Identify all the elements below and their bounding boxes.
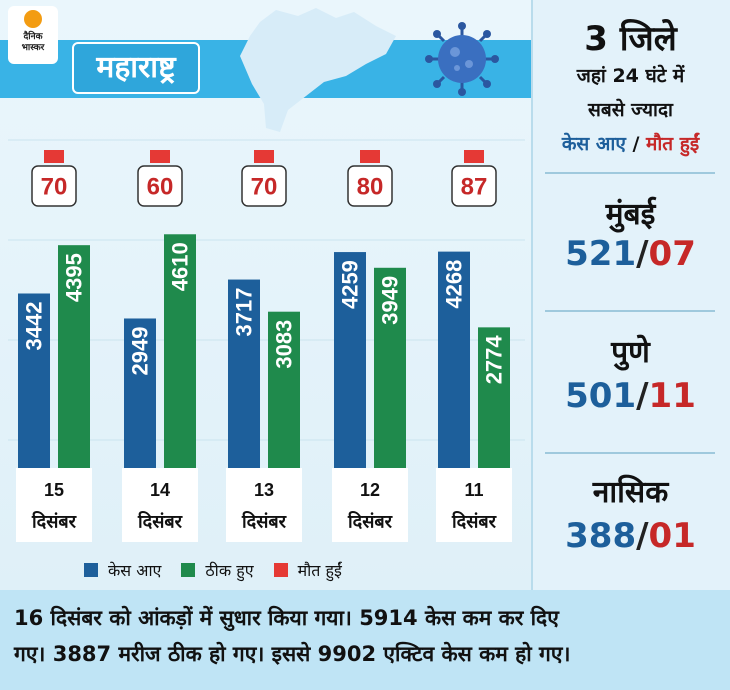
death-label: 70: [251, 174, 278, 201]
district-name-nashik: नासिक: [592, 475, 669, 510]
sidebar-subheading-3: केस आए / मौत हुईं: [531, 130, 730, 156]
logo-line1: दैनिक: [23, 32, 43, 42]
death-marker: [360, 150, 380, 163]
footer-line-1: 16 दिसंबर को आंकड़ों में सुधार किया गया।…: [14, 606, 559, 630]
date-box: [436, 468, 512, 542]
divider: [545, 452, 715, 454]
bar-label-cases: 2949: [128, 326, 153, 375]
bar-cases: [438, 251, 470, 468]
date-day-label: 13: [254, 480, 274, 500]
district-name-pune: पुणे: [611, 335, 650, 370]
date-day-label: 12: [360, 480, 380, 500]
bar-recovered: [374, 267, 406, 468]
bar-label-cases: 4259: [338, 260, 363, 309]
death-marker: [150, 150, 170, 163]
sidebar-deaths-label: मौत हुईं: [646, 133, 700, 155]
divider: [545, 310, 715, 312]
bar-label-recovered: 4395: [62, 253, 87, 302]
cases-value: 501: [565, 376, 637, 416]
death-box: [137, 165, 183, 207]
death-marker: [464, 150, 484, 163]
date-box: [226, 468, 302, 542]
date-month-label: दिसंबर: [31, 511, 77, 533]
bar-label-recovered: 4610: [168, 242, 193, 291]
legend-item-cases: केस आए: [84, 559, 161, 581]
cases-value: 388: [565, 516, 637, 556]
slash: /: [636, 516, 649, 556]
district-name-mumbai: मुंबई: [605, 197, 656, 232]
sidebar-slash: /: [625, 133, 646, 155]
bar-label-recovered: 3949: [378, 276, 403, 325]
brand-logo: दैनिक भास्कर: [8, 6, 58, 64]
bar-recovered: [58, 245, 90, 468]
legend-label-recovered: ठीक हुए: [205, 561, 254, 580]
date-box: [332, 468, 408, 542]
death-label: 87: [461, 174, 488, 201]
logo-line2: भास्कर: [21, 43, 45, 53]
sidebar-subheading-2: सबसे ज्यादा: [588, 99, 673, 121]
bar-recovered: [268, 311, 300, 468]
cases-value: 521: [565, 234, 637, 274]
date-month-label: दिसंबर: [137, 511, 183, 533]
date-box: [122, 468, 198, 542]
bar-recovered: [478, 327, 510, 468]
bar-label-recovered: 3083: [272, 320, 297, 369]
footer-line-2: गए। 3887 मरीज ठीक हो गए। इससे 9902 एक्टि…: [14, 642, 571, 666]
sidebar-subheading-1: जहां 24 घंटे में: [576, 65, 685, 87]
death-marker: [44, 150, 64, 163]
death-marker: [254, 150, 274, 163]
sidebar-heading: 3 जिले: [584, 19, 677, 59]
bar-label-recovered: 2774: [482, 335, 507, 385]
bar-cases: [18, 293, 50, 468]
bar-label-cases: 4268: [442, 260, 467, 309]
slash: /: [636, 234, 649, 274]
date-month-label: दिसंबर: [347, 511, 393, 533]
date-day-label: 11: [464, 480, 483, 500]
death-box: [451, 165, 497, 207]
footer-note: 16 दिसंबर को आंकड़ों में सुधार किया गया।…: [14, 600, 718, 672]
deaths-value: 07: [648, 234, 696, 274]
legend-swatch-cases: [84, 563, 98, 577]
legend-label-deaths: मौत हुईं: [297, 561, 342, 580]
date-month-label: दिसंबर: [451, 511, 497, 533]
page-title: महाराष्ट्र: [72, 42, 200, 94]
virus-icon: [425, 22, 499, 96]
death-box: [31, 165, 77, 207]
sun-icon: [24, 10, 42, 28]
divider: [545, 172, 715, 174]
bar-label-cases: 3442: [22, 301, 47, 350]
legend-label-cases: केस आए: [108, 561, 162, 580]
district-stats-nashik: 388/01: [531, 516, 730, 556]
deaths-value: 11: [648, 376, 696, 416]
date-day-label: 14: [150, 480, 170, 500]
death-box: [241, 165, 287, 207]
date-month-label: दिसंबर: [241, 511, 287, 533]
sidebar-cases-label: केस आए: [561, 133, 626, 155]
death-label: 60: [147, 174, 174, 201]
district-panel: [531, 0, 730, 590]
legend-swatch-recovered: [181, 563, 196, 577]
bar-cases: [228, 279, 260, 468]
bar-cases: [334, 252, 366, 468]
death-label: 70: [41, 174, 68, 201]
bar-label-cases: 3717: [232, 288, 257, 337]
maharashtra-map-icon: [240, 8, 396, 132]
bar-recovered: [164, 234, 196, 468]
date-box: [16, 468, 92, 542]
slash: /: [636, 376, 649, 416]
bar-cases: [124, 318, 156, 468]
legend-item-deaths: मौत हुईं: [273, 559, 342, 581]
chart-legend: केस आए ठीक हुए मौत हुईं: [84, 558, 342, 582]
deaths-value: 01: [648, 516, 696, 556]
district-stats-mumbai: 521/07: [531, 234, 730, 274]
bar-chart: 3442 4395 70 15 दिसंबर 2949 4610 60 14 दिसंबर 3717…: [8, 139, 525, 542]
district-stats-pune: 501/11: [531, 376, 730, 416]
legend-item-recovered: ठीक हुए: [181, 559, 254, 581]
date-day-label: 15: [44, 480, 64, 500]
death-label: 80: [357, 174, 384, 201]
footer-note-panel: [0, 590, 730, 690]
legend-swatch-deaths: [273, 563, 288, 577]
death-box: [347, 165, 393, 207]
